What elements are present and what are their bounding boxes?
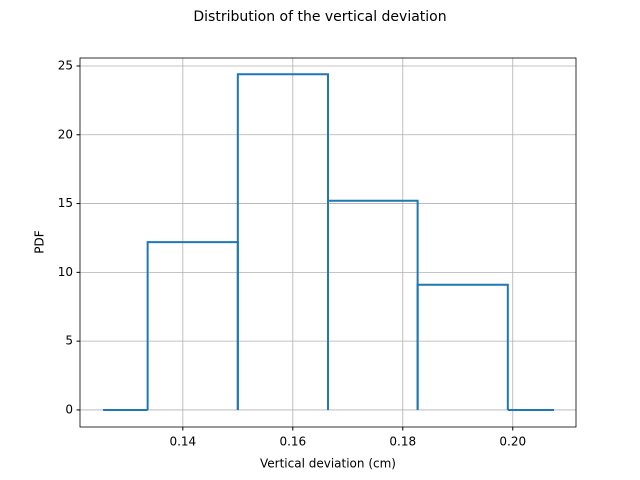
x-tick-label: 0.16	[279, 435, 306, 449]
x-axis-label: Vertical deviation (cm)	[260, 457, 396, 471]
x-tick-label: 0.14	[169, 435, 196, 449]
histogram-bin	[327, 199, 419, 410]
histogram-bin	[146, 241, 239, 410]
y-tick-label: 0	[65, 402, 73, 416]
histogram-bin	[416, 283, 509, 410]
x-tick-label: 0.20	[499, 435, 526, 449]
plot-frame	[79, 57, 577, 428]
y-tick-label: 10	[58, 265, 73, 279]
x-tick-label: 0.18	[389, 435, 416, 449]
chart-title: Distribution of the vertical deviation	[193, 9, 446, 25]
y-tick-label: 15	[58, 196, 73, 210]
histogram-bin	[236, 73, 329, 410]
y-axis-label: PDF	[33, 230, 47, 253]
y-tick-label: 20	[58, 127, 73, 141]
y-tick-label: 25	[58, 58, 73, 72]
y-tick-label: 5	[65, 334, 73, 348]
